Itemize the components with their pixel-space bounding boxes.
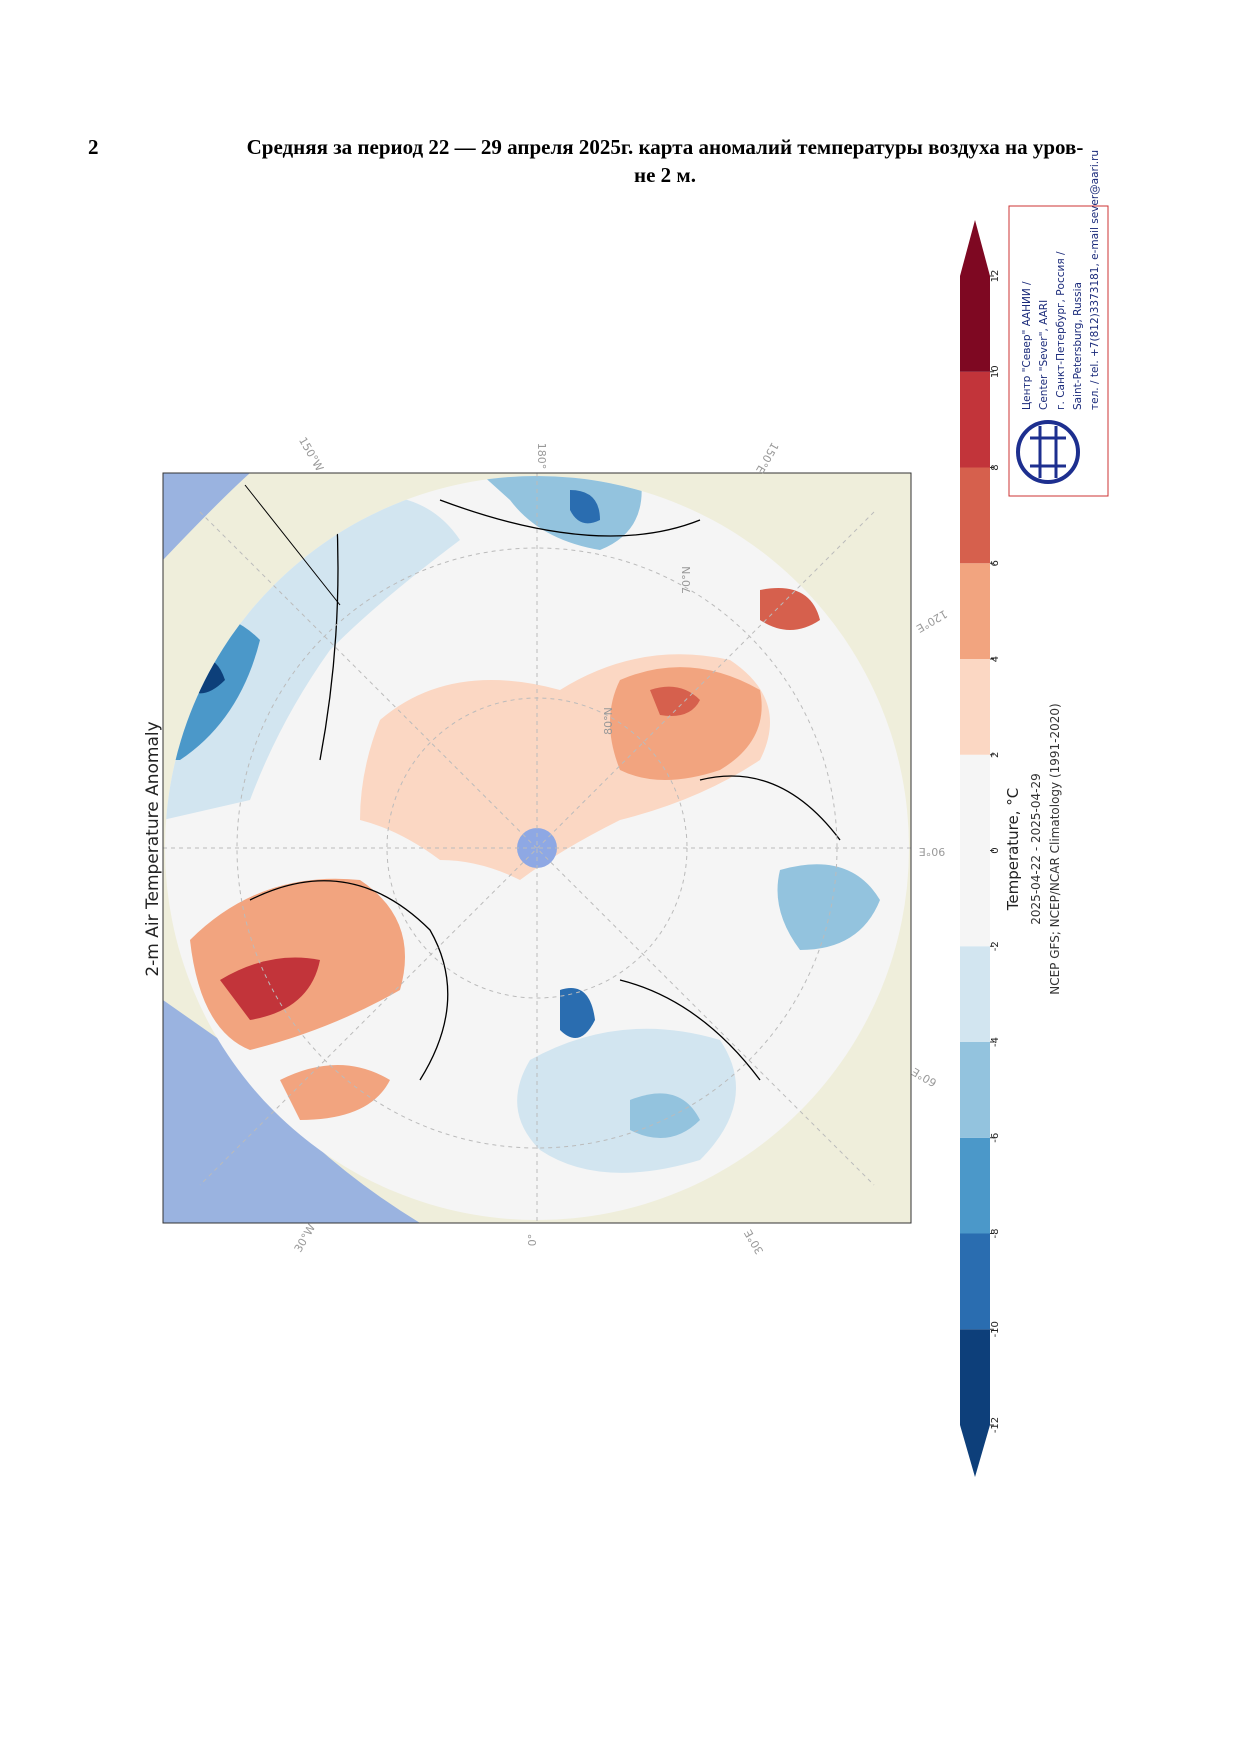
lon-label: 150°W bbox=[296, 435, 326, 474]
colorbar-extend bbox=[960, 1425, 990, 1477]
map-title: 2-m Air Temperature Anomaly bbox=[143, 721, 163, 976]
logo-text: Center "Sever", AARI bbox=[1038, 300, 1050, 410]
map: 180° 150°E 120°E 90°E 60°E 30°E 0° 30°W … bbox=[143, 435, 949, 1257]
logo-text: тел. / tel. +7(812)3373181, e-mail sever… bbox=[1089, 150, 1101, 410]
lon-label: 60°E bbox=[910, 1065, 939, 1090]
colorbar: -12 -10 -8 -6 -4 -2 0 2 4 6 8 10 12 bbox=[960, 220, 1001, 1477]
colorbar-tick-label: 8 bbox=[990, 464, 1001, 470]
colorbar-segment bbox=[960, 1137, 990, 1234]
colorbar-segment bbox=[960, 850, 990, 947]
colorbar-segment bbox=[960, 659, 990, 755]
colorbar-segment bbox=[960, 754, 990, 851]
logo-text: Центр "Север" ААНИИ / bbox=[1021, 281, 1033, 410]
colorbar-tick-label: 10 bbox=[990, 365, 1001, 378]
colorbar-tick-label: -8 bbox=[990, 1229, 1001, 1239]
colorbar-tick-label: 4 bbox=[990, 656, 1001, 662]
colorbar-tick-label: 2 bbox=[990, 752, 1001, 758]
colorbar-tick-label: 6 bbox=[990, 560, 1001, 566]
logo: Центр "Север" ААНИИ / Center "Sever", AAR… bbox=[1008, 150, 1109, 497]
caption-line: Средняя за период 22 — 29 апреля 2025г. … bbox=[247, 135, 1084, 159]
colorbar-source: NCEP GFS; NCEP/NCAR Climatology (1991-20… bbox=[1048, 703, 1062, 995]
colorbar-tick-label: -12 bbox=[990, 1417, 1001, 1433]
lon-label: 180° bbox=[535, 443, 548, 470]
lon-label: 0° bbox=[526, 1234, 539, 1247]
colorbar-period: 2025-04-22 - 2025-04-29 bbox=[1029, 773, 1043, 924]
colorbar-tick-label: -6 bbox=[990, 1133, 1001, 1143]
caption-line: не 2 м. bbox=[634, 163, 696, 187]
lon-label: 120°E bbox=[914, 607, 950, 635]
logo-text: Saint-Petersburg, Russia bbox=[1072, 282, 1084, 410]
colorbar-segment bbox=[960, 467, 990, 564]
lon-label: 90°E bbox=[919, 845, 945, 858]
colorbar-label: Temperature, °C bbox=[1004, 788, 1022, 912]
colorbar-tick-label: -4 bbox=[990, 1037, 1001, 1047]
colorbar-extend bbox=[960, 220, 990, 276]
colorbar-segment bbox=[960, 946, 990, 1042]
colorbar-segment bbox=[960, 1233, 990, 1330]
lon-label: 30°W bbox=[292, 1222, 319, 1255]
lat-label: 80°N bbox=[602, 707, 615, 735]
lon-label: 150°E bbox=[753, 440, 781, 476]
lon-label: 30°E bbox=[742, 1227, 767, 1256]
colorbar-segment bbox=[960, 1329, 990, 1425]
colorbar-segment bbox=[960, 371, 990, 468]
colorbar-segment bbox=[960, 563, 990, 659]
colorbar-segment bbox=[960, 276, 990, 372]
colorbar-segment bbox=[960, 1042, 990, 1138]
logo-text: г. Санкт-Петербург, Россия / bbox=[1055, 251, 1067, 410]
lat-label: 70°N bbox=[680, 566, 693, 594]
figure-number: 2 bbox=[88, 135, 99, 159]
colorbar-tick-label: -2 bbox=[990, 941, 1001, 951]
colorbar-tick-label: -10 bbox=[990, 1321, 1001, 1337]
colorbar-tick-label: 12 bbox=[990, 270, 1001, 283]
colorbar-tick-label: 0 bbox=[990, 847, 1001, 853]
